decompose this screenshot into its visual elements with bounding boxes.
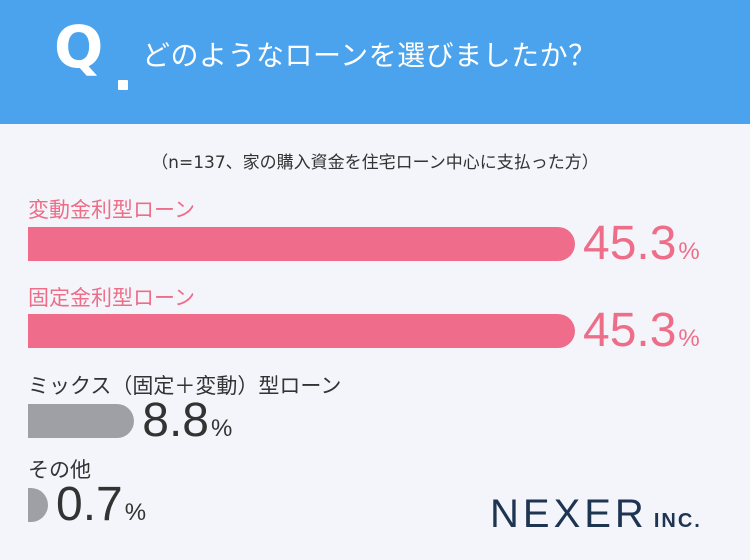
- bar-other: [28, 488, 48, 522]
- q-mark: Q: [54, 13, 104, 81]
- value-label-other: 0.7%: [56, 481, 146, 529]
- value-number-mixed: 8.8: [142, 394, 209, 447]
- sample-note: （n=137、家の購入資金を住宅ローン中心に支払った方）: [151, 153, 599, 173]
- value-label-variable: 45.3%: [583, 220, 700, 268]
- bar-variable: [28, 227, 575, 261]
- bar-mixed: [28, 404, 135, 438]
- logo-suffix-text: INC.: [653, 510, 702, 532]
- category-label-fixed: 固定金利型ローン: [28, 286, 195, 310]
- value-label-mixed: 8.8%: [142, 397, 232, 445]
- value-number-other: 0.7: [56, 478, 123, 531]
- value-label-fixed: 45.3%: [583, 307, 700, 355]
- header-banner: Q どのようなローンを選びましたか？: [0, 0, 750, 124]
- category-label-other: その他: [28, 458, 91, 482]
- value-number-variable: 45.3: [583, 217, 677, 270]
- question-title: どのようなローンを選びましたか？: [142, 39, 597, 72]
- category-label-mixed: ミックス（固定＋変動）型ローン: [28, 374, 342, 398]
- value-unit-mixed: %: [210, 415, 233, 442]
- q-mark-dot: [118, 80, 128, 90]
- value-unit-variable: %: [678, 238, 700, 265]
- nexer-logo: NEXER INC.: [490, 494, 702, 534]
- logo-main-text: NEXER: [490, 492, 648, 536]
- category-label-variable: 変動金利型ローン: [28, 198, 195, 222]
- value-unit-other: %: [124, 499, 147, 526]
- value-number-fixed: 45.3: [583, 304, 677, 357]
- bar-fixed: [28, 314, 575, 348]
- value-unit-fixed: %: [678, 325, 700, 352]
